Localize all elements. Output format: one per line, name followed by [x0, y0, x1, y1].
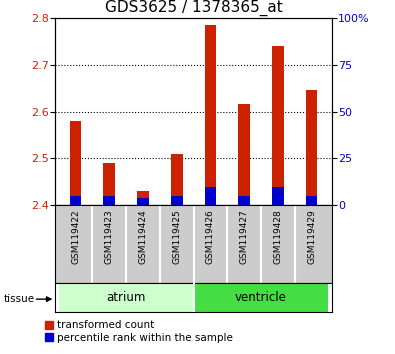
- Bar: [70, 121, 81, 205]
- Bar: [238, 196, 250, 205]
- Text: GSM119426: GSM119426: [206, 209, 215, 264]
- Text: atrium: atrium: [106, 291, 146, 304]
- Bar: [238, 104, 250, 205]
- Bar: [70, 196, 81, 205]
- Bar: [137, 198, 149, 205]
- Bar: [59, 283, 194, 312]
- Bar: [205, 187, 216, 205]
- Bar: [272, 46, 284, 205]
- Text: GSM119428: GSM119428: [273, 209, 282, 264]
- Text: tissue: tissue: [4, 294, 35, 304]
- Title: GDS3625 / 1378365_at: GDS3625 / 1378365_at: [105, 0, 282, 16]
- Bar: [272, 187, 284, 205]
- Text: GSM119425: GSM119425: [172, 209, 181, 264]
- Bar: [137, 191, 149, 205]
- Text: GSM119427: GSM119427: [240, 209, 248, 264]
- Bar: [171, 154, 182, 205]
- Legend: transformed count, percentile rank within the sample: transformed count, percentile rank withi…: [45, 320, 233, 343]
- Bar: [103, 163, 115, 205]
- Bar: [103, 196, 115, 205]
- Bar: [171, 196, 182, 205]
- Text: ventricle: ventricle: [235, 291, 287, 304]
- Bar: [194, 283, 328, 312]
- Bar: [306, 196, 318, 205]
- Text: GSM119423: GSM119423: [105, 209, 114, 264]
- Text: GSM119424: GSM119424: [139, 209, 147, 264]
- Text: GSM119422: GSM119422: [71, 209, 80, 264]
- Bar: [306, 90, 318, 205]
- Bar: [205, 25, 216, 205]
- Text: GSM119429: GSM119429: [307, 209, 316, 264]
